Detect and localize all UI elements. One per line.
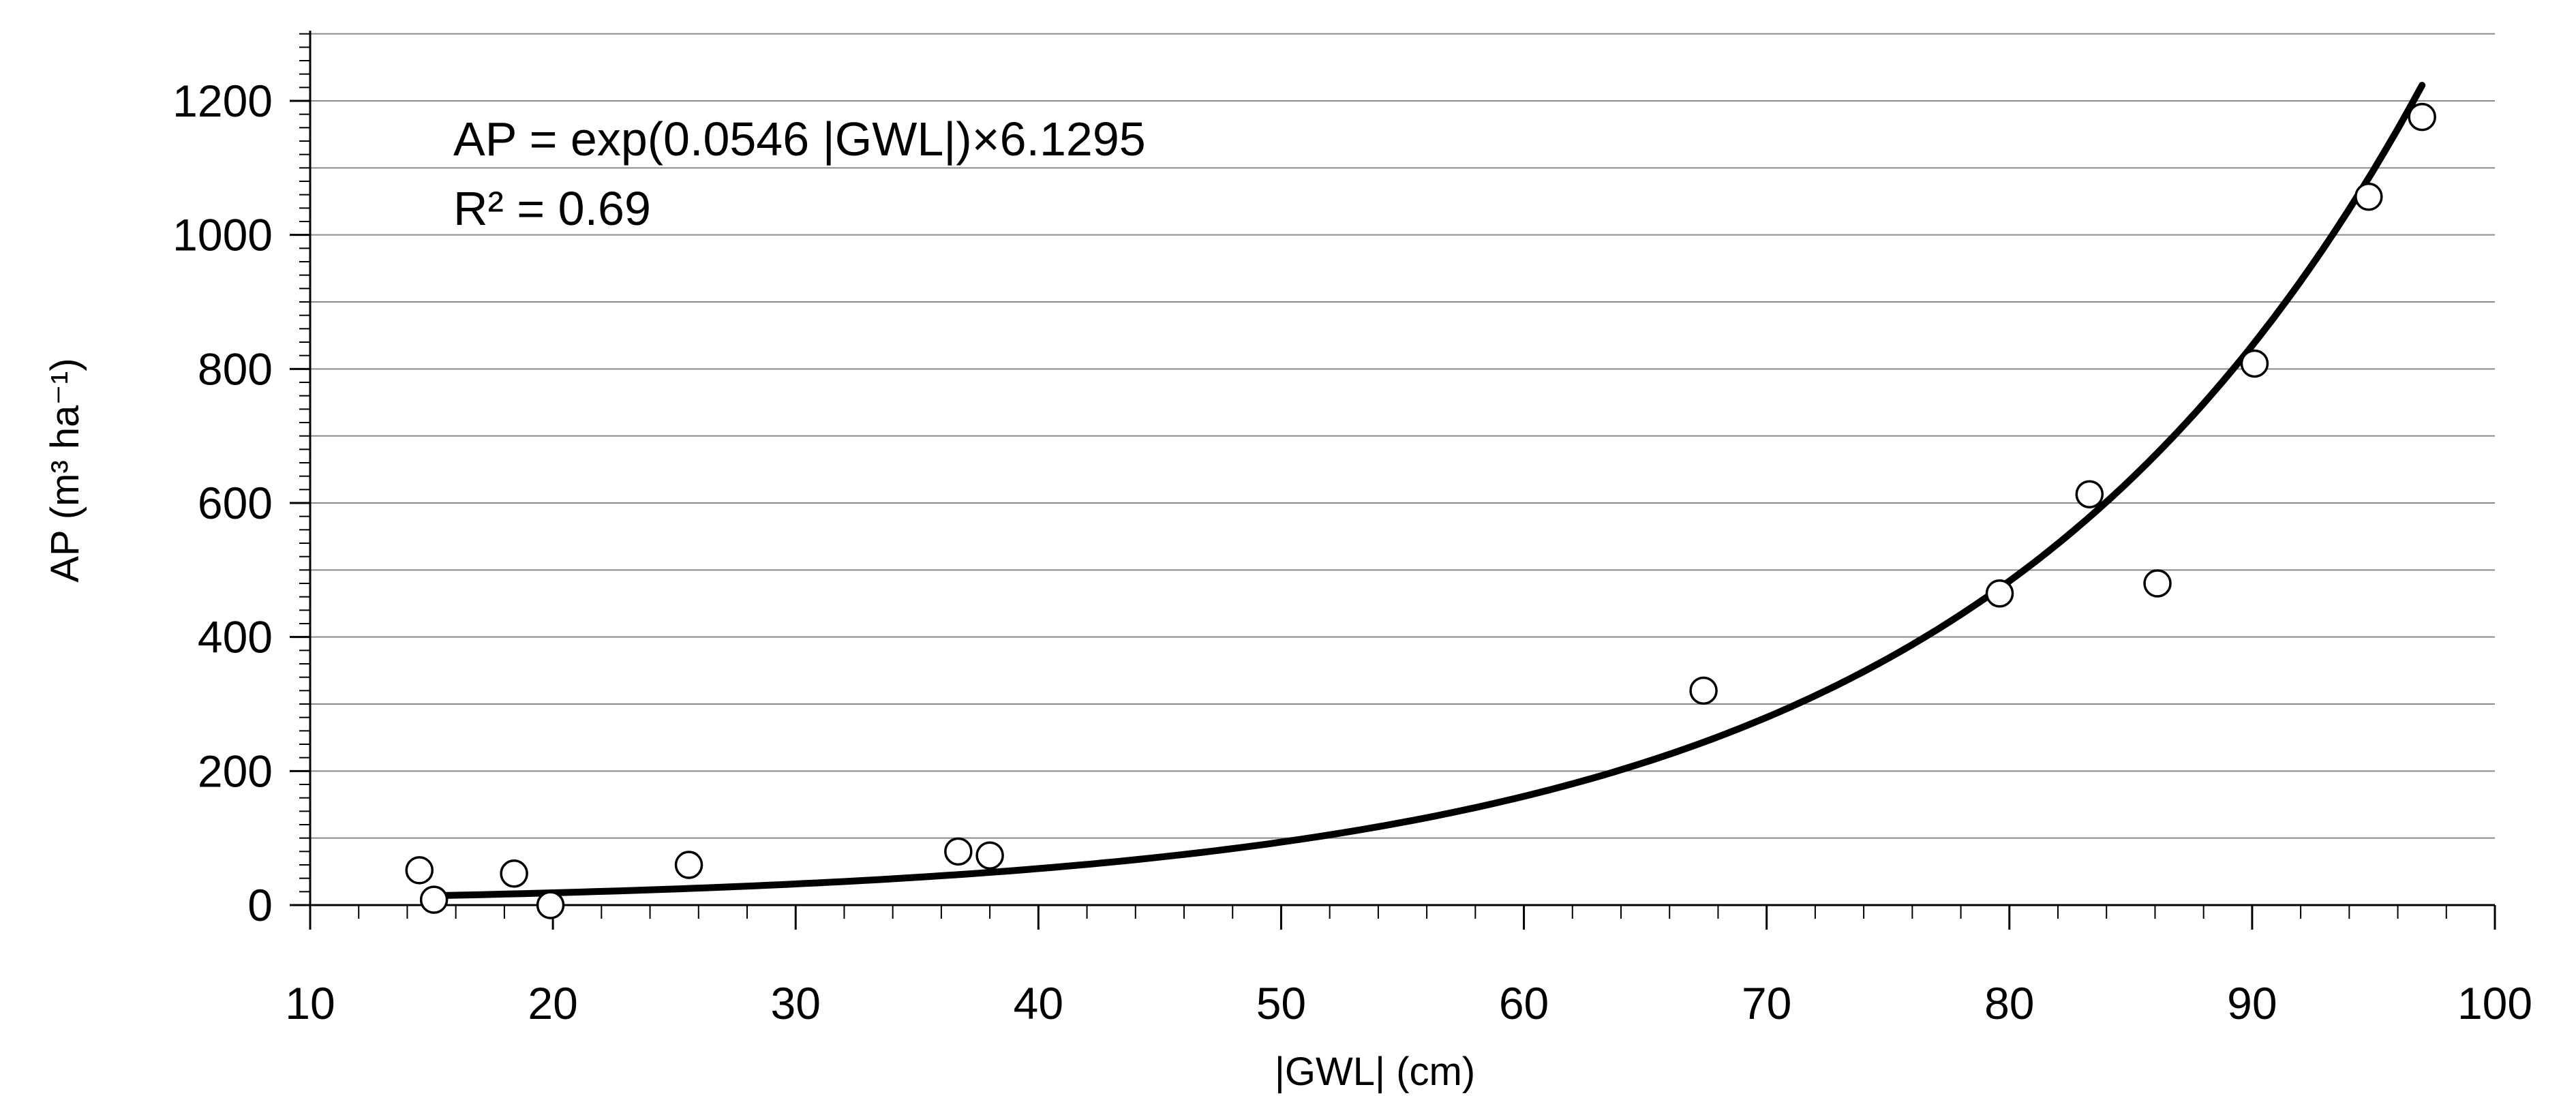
data-point (944, 837, 973, 866)
y-tick-label: 200 (198, 746, 273, 796)
data-point (419, 885, 449, 914)
data-point (2240, 349, 2269, 378)
equation-annotation: AP = exp(0.0546 |GWL|)×6.1295 (453, 112, 1146, 166)
x-tick-label: 30 (771, 978, 821, 1028)
x-tick-label: 40 (1014, 978, 1063, 1028)
x-tick-label: 60 (1499, 978, 1549, 1028)
trend-line-layer (428, 82, 2426, 900)
data-point (2408, 102, 2436, 132)
data-point (975, 841, 1004, 870)
y-tick-label: 0 (247, 880, 273, 930)
data-point (405, 856, 434, 885)
x-tick-label: 50 (1256, 978, 1306, 1028)
data-point (1689, 676, 1718, 705)
y-tick-label: 1000 (172, 210, 273, 260)
tick-labels: 0 200 400 600 800 1000 1200 10 20 30 40 50 60 70 80 90 1… (172, 76, 2532, 1028)
x-tick-label: 70 (1742, 978, 1791, 1028)
data-point (674, 851, 703, 879)
x-tick-label: 20 (528, 978, 577, 1028)
x-tick-label: 10 (285, 978, 335, 1028)
data-point (2143, 569, 2172, 598)
r-squared-annotation: R² = 0.69 (453, 182, 651, 235)
y-axis-title: AP (m³ ha⁻¹) (43, 358, 87, 582)
data-point (1985, 579, 2014, 608)
y-tick-label: 600 (198, 478, 273, 528)
data-point (2354, 182, 2383, 211)
x-tick-label: 90 (2227, 978, 2277, 1028)
data-points (405, 102, 2436, 919)
data-point (536, 891, 565, 919)
x-tick-label: 80 (1984, 978, 2034, 1028)
data-point (500, 859, 528, 888)
y-tick-label: 1200 (172, 76, 273, 126)
axes (290, 31, 2496, 930)
x-tick-label: 100 (2457, 978, 2532, 1028)
grid (310, 33, 2495, 839)
y-tick-label: 800 (198, 343, 273, 394)
x-axis-title: |GWL| (cm) (1275, 1050, 1475, 1094)
trend-line (428, 82, 2426, 900)
y-tick-label: 400 (198, 612, 273, 662)
data-point (2075, 480, 2104, 508)
